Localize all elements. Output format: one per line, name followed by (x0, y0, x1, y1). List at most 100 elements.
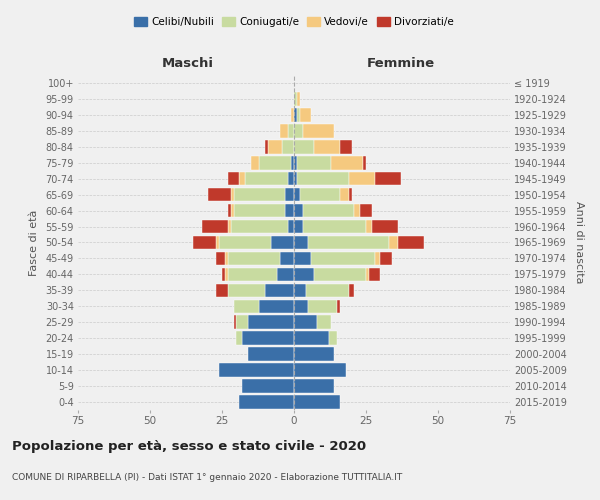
Bar (337, 300, 340, 313)
Bar (288, 172, 294, 186)
Bar (236, 316, 248, 329)
Bar (228, 204, 230, 218)
Bar (297, 172, 349, 186)
Bar (222, 268, 225, 281)
Bar (228, 268, 277, 281)
Bar (294, 236, 308, 250)
Bar (294, 188, 300, 202)
Bar (389, 236, 398, 250)
Bar (374, 252, 380, 265)
Bar (242, 380, 294, 393)
Y-axis label: Fasce di età: Fasce di età (29, 210, 38, 276)
Bar (286, 188, 294, 202)
Bar (294, 316, 317, 329)
Bar (216, 236, 219, 250)
Bar (349, 284, 355, 297)
Bar (280, 252, 294, 265)
Bar (294, 284, 305, 297)
Bar (193, 236, 216, 250)
Bar (239, 395, 294, 409)
Bar (314, 140, 340, 153)
Bar (230, 204, 233, 218)
Bar (294, 395, 340, 409)
Bar (369, 268, 380, 281)
Bar (248, 348, 294, 361)
Bar (277, 268, 294, 281)
Bar (297, 156, 331, 170)
Bar (228, 172, 239, 186)
Bar (202, 220, 228, 234)
Bar (294, 156, 297, 170)
Bar (280, 124, 288, 138)
Bar (302, 124, 334, 138)
Bar (245, 172, 288, 186)
Bar (286, 204, 294, 218)
Bar (219, 236, 271, 250)
Bar (268, 140, 283, 153)
Bar (302, 220, 366, 234)
Bar (251, 156, 259, 170)
Bar (349, 172, 374, 186)
Bar (271, 236, 294, 250)
Bar (239, 172, 245, 186)
Bar (294, 332, 329, 345)
Bar (228, 284, 265, 297)
Bar (216, 284, 228, 297)
Bar (294, 140, 314, 153)
Bar (259, 156, 291, 170)
Legend: Celibi/Nubili, Coniugati/e, Vedovi/e, Divorziati/e: Celibi/Nubili, Coniugati/e, Vedovi/e, Di… (130, 12, 458, 32)
Bar (265, 140, 268, 153)
Y-axis label: Anni di nascita: Anni di nascita (574, 201, 584, 284)
Bar (308, 300, 337, 313)
Bar (233, 204, 286, 218)
Bar (294, 348, 334, 361)
Text: Maschi: Maschi (161, 57, 214, 70)
Bar (297, 92, 300, 106)
Bar (302, 204, 355, 218)
Bar (230, 220, 288, 234)
Bar (372, 220, 398, 234)
Bar (233, 188, 286, 202)
Bar (288, 220, 294, 234)
Bar (300, 108, 311, 122)
Bar (294, 92, 297, 106)
Bar (288, 124, 294, 138)
Bar (331, 156, 363, 170)
Bar (291, 156, 294, 170)
Bar (329, 332, 337, 345)
Bar (225, 252, 228, 265)
Bar (259, 300, 294, 313)
Bar (360, 204, 372, 218)
Bar (366, 220, 372, 234)
Bar (294, 364, 346, 377)
Bar (363, 156, 366, 170)
Bar (248, 316, 294, 329)
Bar (340, 140, 352, 153)
Bar (314, 268, 366, 281)
Bar (300, 188, 340, 202)
Bar (228, 252, 280, 265)
Bar (283, 140, 294, 153)
Bar (398, 236, 424, 250)
Bar (294, 268, 314, 281)
Bar (228, 220, 230, 234)
Bar (355, 204, 360, 218)
Bar (308, 236, 389, 250)
Bar (374, 172, 401, 186)
Bar (294, 204, 302, 218)
Bar (242, 332, 294, 345)
Bar (294, 380, 334, 393)
Bar (311, 252, 374, 265)
Bar (366, 268, 369, 281)
Bar (230, 188, 233, 202)
Bar (219, 364, 294, 377)
Text: Femmine: Femmine (367, 57, 434, 70)
Text: COMUNE DI RIPARBELLA (PI) - Dati ISTAT 1° gennaio 2020 - Elaborazione TUTTITALIA: COMUNE DI RIPARBELLA (PI) - Dati ISTAT 1… (12, 473, 402, 482)
Bar (294, 252, 311, 265)
Bar (317, 316, 331, 329)
Bar (265, 284, 294, 297)
Bar (225, 268, 228, 281)
Bar (233, 316, 236, 329)
Bar (294, 220, 302, 234)
Bar (294, 124, 302, 138)
